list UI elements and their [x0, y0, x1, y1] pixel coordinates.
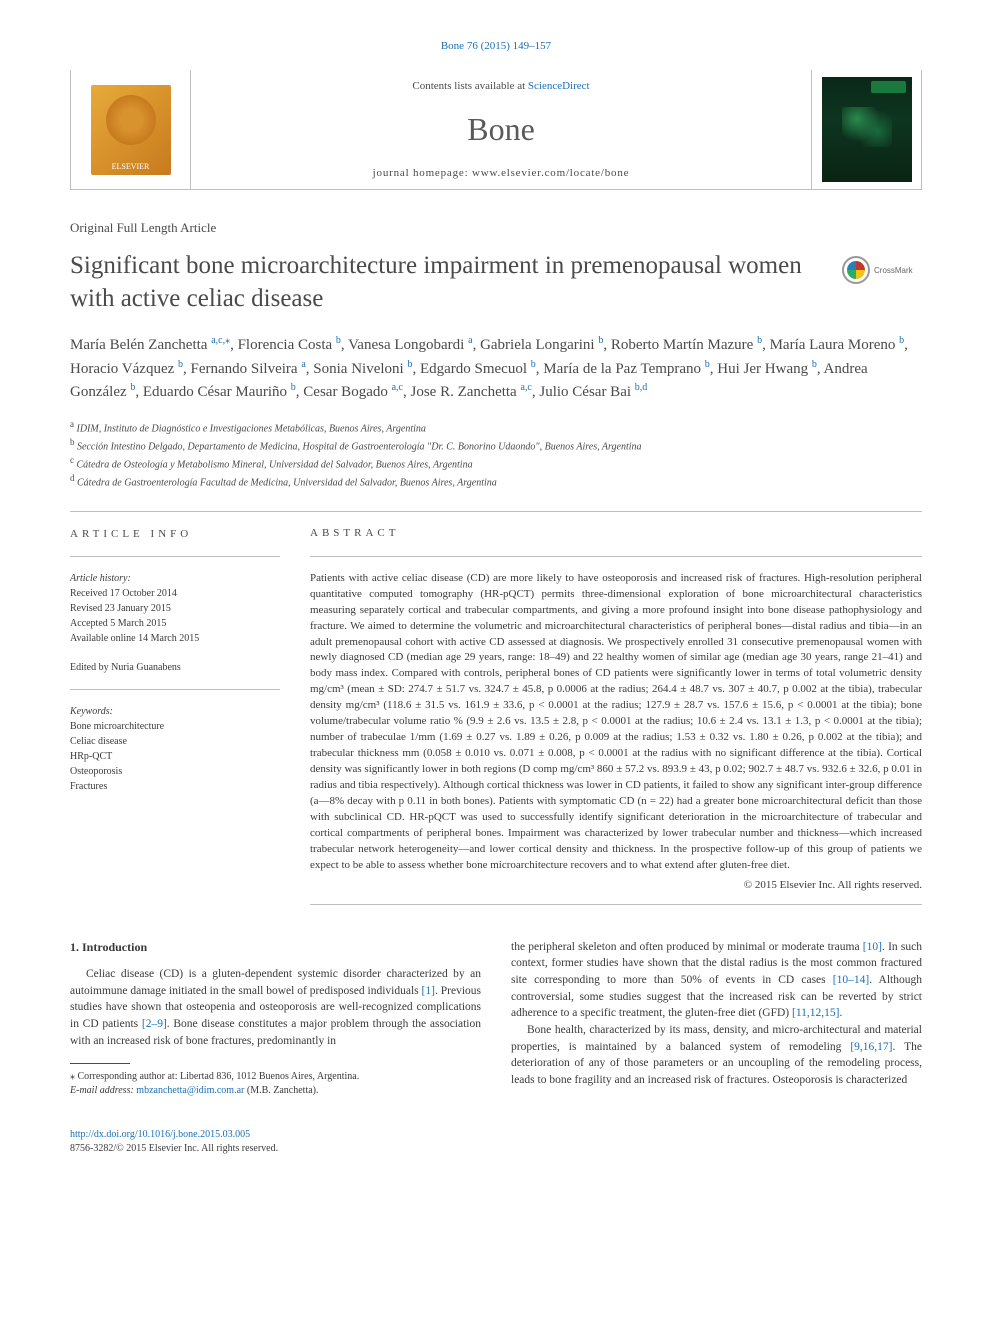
history-line: Accepted 5 March 2015	[70, 616, 280, 631]
keyword: Bone microarchitecture	[70, 719, 280, 734]
header-center: Contents lists available at ScienceDirec…	[191, 70, 811, 189]
journal-header: ELSEVIER Contents lists available at Sci…	[70, 70, 922, 190]
history-label: Article history:	[70, 571, 280, 586]
affiliation-line: d Cátedra de Gastroenterología Facultad …	[70, 472, 922, 490]
contents-line: Contents lists available at ScienceDirec…	[412, 80, 589, 92]
body-col-right: the peripheral skeleton and often produc…	[511, 939, 922, 1099]
email-link[interactable]: mbzanchetta@idim.com.ar	[136, 1085, 244, 1096]
intro-p1: Celiac disease (CD) is a gluten-dependen…	[70, 966, 481, 1049]
crossmark-label: CrossMark	[874, 266, 913, 275]
elsevier-logo[interactable]: ELSEVIER	[91, 85, 171, 175]
homepage-line: journal homepage: www.elsevier.com/locat…	[373, 167, 630, 179]
keyword: HRp-QCT	[70, 749, 280, 764]
history-line: Available online 14 March 2015	[70, 631, 280, 646]
history-line: Received 17 October 2014	[70, 586, 280, 601]
body-col-left: 1. Introduction Celiac disease (CD) is a…	[70, 939, 481, 1099]
affiliation-line: b Sección Intestino Delgado, Departament…	[70, 436, 922, 454]
article-type: Original Full Length Article	[70, 220, 922, 236]
authors-list: María Belén Zanchetta a,c,⁎, Florencia C…	[70, 333, 922, 404]
journal-cover-thumb[interactable]	[822, 77, 912, 182]
issn-copyright: 8756-3282/© 2015 Elsevier Inc. All right…	[70, 1142, 922, 1156]
intro-heading: 1. Introduction	[70, 939, 481, 956]
article-title: Significant bone microarchitecture impai…	[70, 250, 822, 315]
affiliation-line: c Cátedra de Osteología y Metabolismo Mi…	[70, 454, 922, 472]
abstract-copyright: © 2015 Elsevier Inc. All rights reserved…	[310, 878, 922, 894]
corresponding-author: ⁎ Corresponding author at: Libertad 836,…	[70, 1070, 481, 1098]
affiliations: a IDIM, Instituto de Diagnóstico e Inves…	[70, 418, 922, 491]
keyword: Celiac disease	[70, 734, 280, 749]
footnote-rule	[70, 1063, 130, 1064]
divider	[310, 556, 922, 557]
keyword: Osteoporosis	[70, 764, 280, 779]
article-history: Article history: Received 17 October 201…	[70, 571, 280, 646]
top-citation[interactable]: Bone 76 (2015) 149–157	[70, 40, 922, 52]
keywords-label: Keywords:	[70, 704, 280, 719]
homepage-prefix: journal homepage:	[373, 167, 472, 179]
homepage-url[interactable]: www.elsevier.com/locate/bone	[472, 167, 629, 179]
crossmark-badge[interactable]: CrossMark	[842, 250, 922, 290]
abstract-column: ABSTRACT Patients with active celiac dis…	[310, 526, 922, 919]
corr-line: ⁎ Corresponding author at: Libertad 836,…	[70, 1070, 481, 1084]
body-columns: 1. Introduction Celiac disease (CD) is a…	[70, 939, 922, 1099]
ref-link[interactable]: [9,16,17]	[850, 1041, 892, 1053]
page-footer: http://dx.doi.org/10.1016/j.bone.2015.03…	[70, 1128, 922, 1156]
ref-link[interactable]: [10]	[863, 941, 882, 953]
abstract-text: Patients with active celiac disease (CD)…	[310, 571, 922, 874]
doi-link[interactable]: http://dx.doi.org/10.1016/j.bone.2015.03…	[70, 1128, 922, 1142]
keywords-block: Keywords: Bone microarchitectureCeliac d…	[70, 704, 280, 794]
intro-p3: Bone health, characterized by its mass, …	[511, 1022, 922, 1089]
divider	[310, 904, 922, 905]
crossmark-icon	[842, 256, 870, 284]
intro-p2: the peripheral skeleton and often produc…	[511, 939, 922, 1022]
ref-link[interactable]: [2–9]	[142, 1018, 167, 1030]
history-line: Revised 23 January 2015	[70, 601, 280, 616]
abstract-head: ABSTRACT	[310, 526, 922, 542]
cover-cell	[811, 70, 921, 189]
journal-title: Bone	[467, 111, 535, 148]
elsevier-label: ELSEVIER	[112, 162, 150, 171]
affiliation-line: a IDIM, Instituto de Diagnóstico e Inves…	[70, 418, 922, 436]
edited-by: Edited by Nuria Guanabens	[70, 660, 280, 675]
ref-link[interactable]: [10–14]	[833, 974, 869, 986]
publisher-logo-cell: ELSEVIER	[71, 70, 191, 189]
sciencedirect-link[interactable]: ScienceDirect	[528, 80, 590, 92]
article-info-head: ARTICLE INFO	[70, 526, 280, 543]
divider	[70, 689, 280, 690]
ref-link[interactable]: [1]	[422, 985, 435, 997]
divider	[70, 556, 280, 557]
article-info-column: ARTICLE INFO Article history: Received 1…	[70, 526, 280, 919]
keyword: Fractures	[70, 779, 280, 794]
ref-link[interactable]: [11,12,15]	[792, 1007, 839, 1019]
email-label: E-mail address:	[70, 1085, 136, 1096]
email-suffix: (M.B. Zanchetta).	[244, 1085, 318, 1096]
divider	[70, 511, 922, 512]
contents-prefix: Contents lists available at	[412, 80, 527, 92]
